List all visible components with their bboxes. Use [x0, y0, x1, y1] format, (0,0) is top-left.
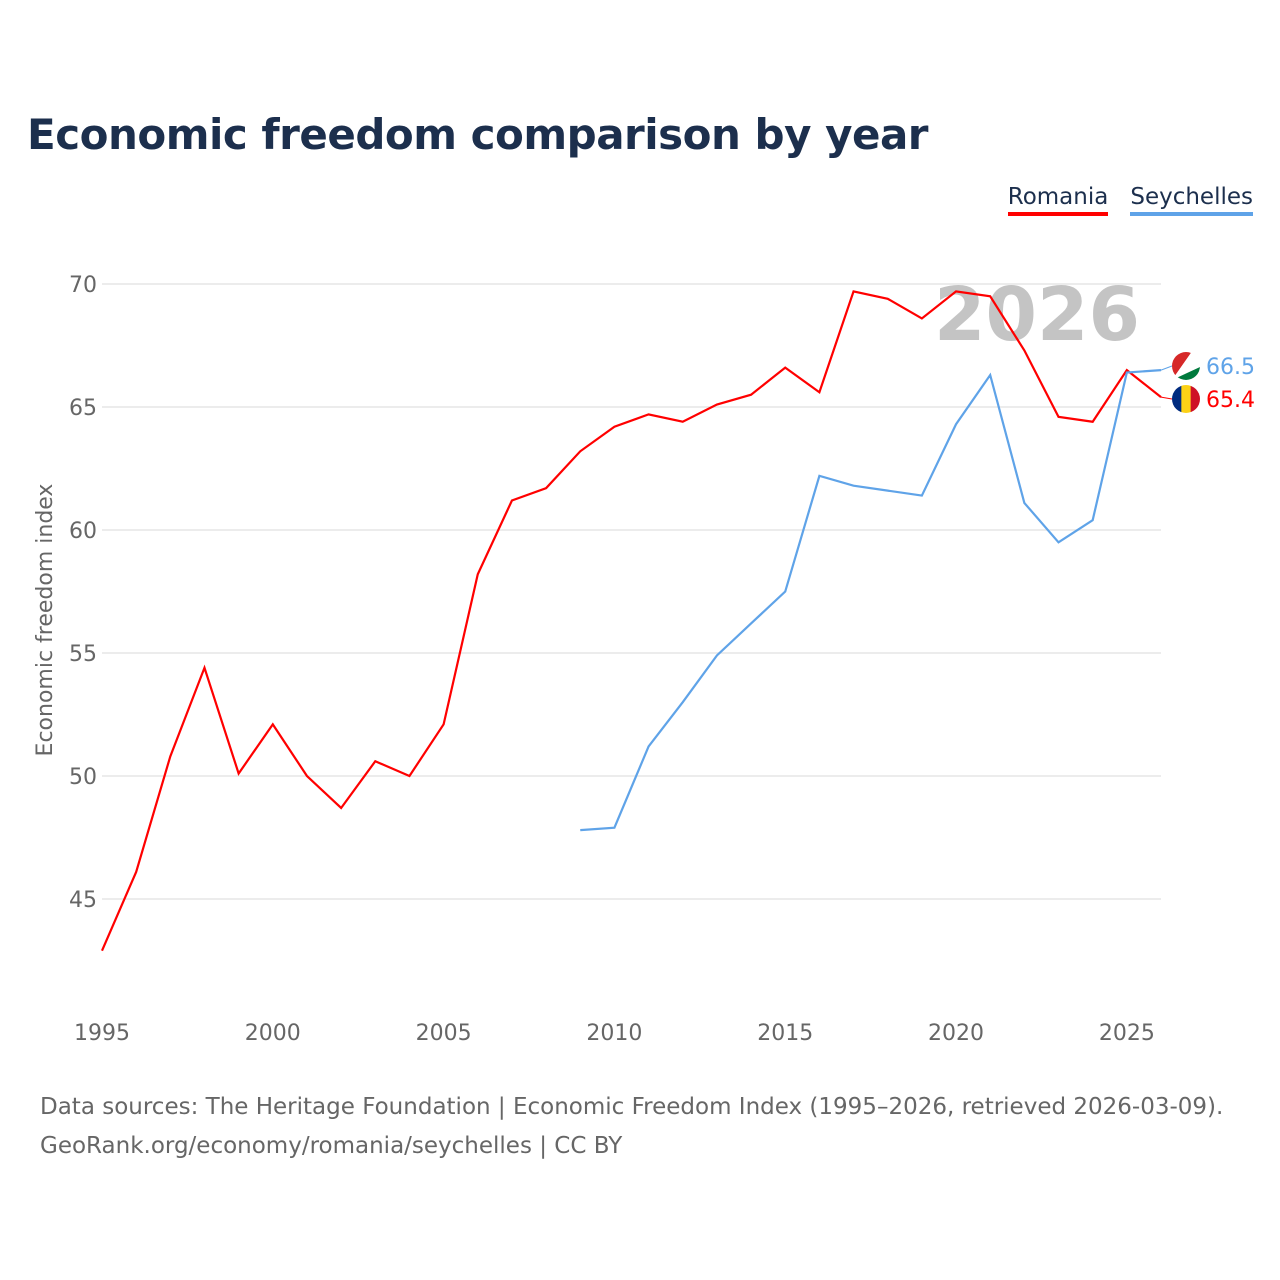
y-tick-label: 45 — [69, 888, 97, 913]
x-tick-label: 2000 — [245, 1021, 301, 1046]
y-tick-label: 60 — [69, 519, 97, 544]
end-value-label: 65.4 — [1206, 388, 1255, 413]
leader-line — [1160, 396, 1173, 400]
x-tick-label: 2015 — [757, 1021, 813, 1046]
footer: Data sources: The Heritage Foundation | … — [40, 1088, 1223, 1166]
legend: Romania Seychelles — [1007, 184, 1253, 216]
x-tick-label: 2005 — [416, 1021, 472, 1046]
seychelles-flag-icon — [1172, 352, 1200, 380]
chart-title: Economic freedom comparison by year — [27, 110, 929, 159]
x-tick-label: 2020 — [928, 1021, 984, 1046]
romania-flag-icon — [1172, 385, 1200, 413]
source-line: Data sources: The Heritage Foundation | … — [40, 1094, 1224, 1120]
y-tick-label: 55 — [69, 642, 97, 667]
x-tick-label: 2010 — [586, 1021, 642, 1046]
x-tick-label: 2025 — [1099, 1021, 1155, 1046]
series-line-romania — [100, 290, 1162, 952]
x-tick-label: 1995 — [74, 1021, 130, 1046]
end-value-label: 66.5 — [1206, 355, 1255, 380]
y-tick-label: 50 — [69, 765, 97, 790]
attribution-line: GeoRank.org/economy/romania/seychelles |… — [40, 1133, 623, 1159]
legend-romania[interactable]: Romania — [1007, 184, 1109, 216]
leader-line — [1160, 365, 1173, 371]
y-tick-label: 65 — [69, 396, 97, 421]
legend-seychelles[interactable]: Seychelles — [1130, 184, 1253, 216]
y-axis-label: Economic freedom index — [33, 484, 58, 757]
series-line-seychelles — [580, 369, 1162, 832]
y-tick-label: 70 — [69, 273, 97, 298]
year-watermark: 2026 — [934, 272, 1140, 358]
